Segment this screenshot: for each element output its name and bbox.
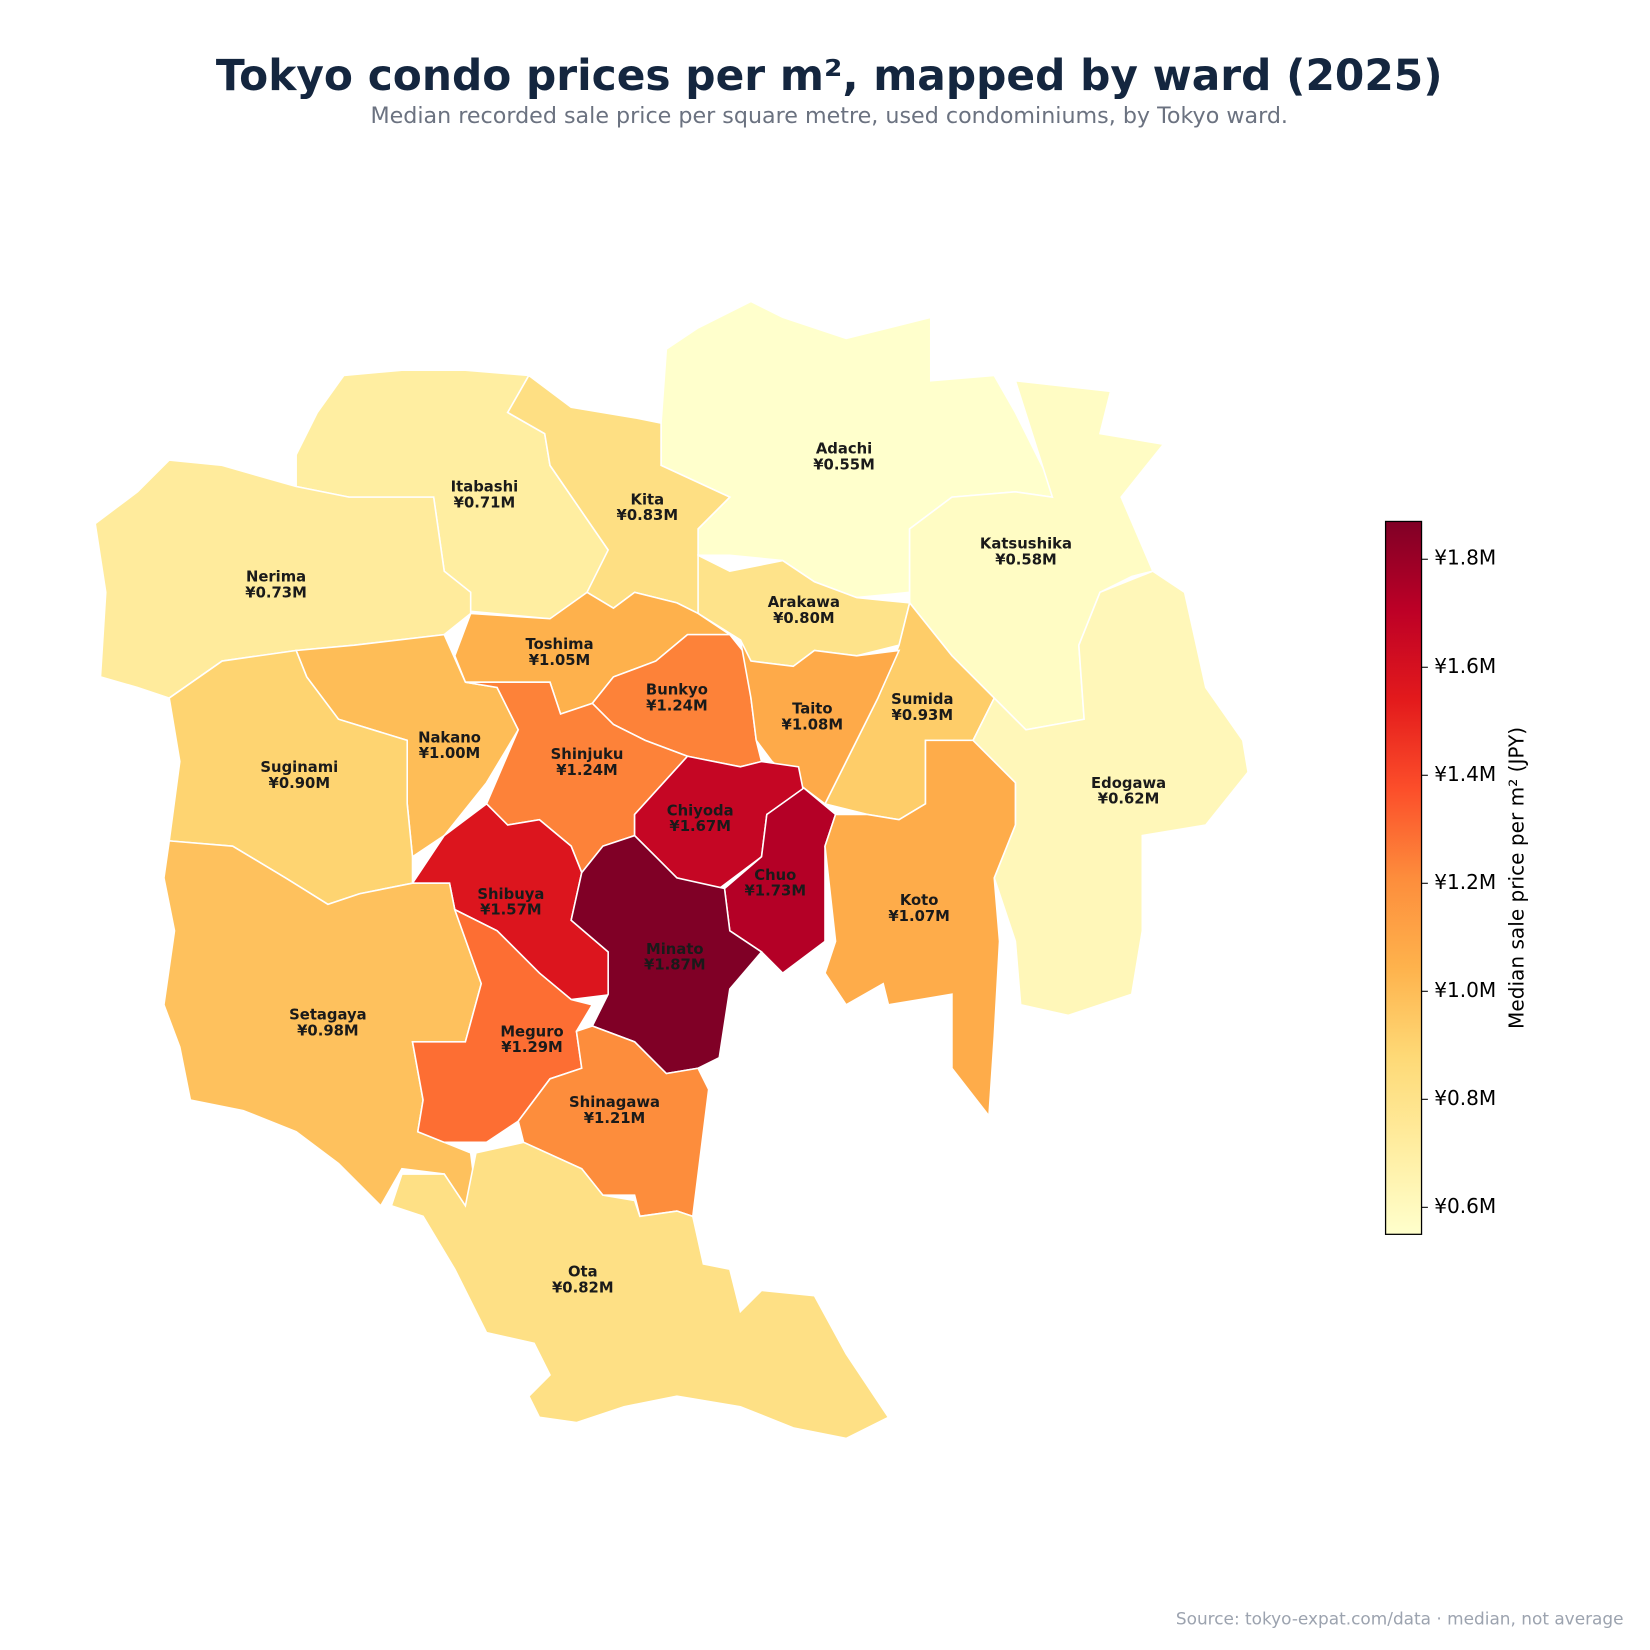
ward-name: Shibuya [477, 886, 544, 903]
ward-value-label: ¥0.58M [995, 552, 1057, 569]
ward-name: Kita [631, 491, 665, 508]
colorbar-label: Median sale price per m² (JPY) [1504, 727, 1528, 1029]
ward-value-label: ¥1.73M [745, 883, 807, 900]
ward-value-label: ¥0.90M [269, 775, 331, 792]
ward-value-label: ¥1.67M [669, 818, 731, 835]
colorbar-scale [1384, 520, 1423, 1235]
ward-value-label: ¥0.71M [454, 494, 516, 511]
ward-name: Koto [900, 892, 939, 909]
ward-value-label: ¥1.57M [480, 902, 542, 919]
ward-name: Itabashi [451, 479, 519, 496]
ward-value-label: ¥1.21M [584, 1110, 646, 1127]
colorbar-tick-label: ¥1.4M [1434, 762, 1496, 786]
ward-name: Suginami [260, 759, 338, 776]
colorbar: ¥0.6M ¥0.8M ¥1.0M ¥1.2M ¥1.4M ¥1.6M ¥1.8M Media… [1384, 520, 1528, 1235]
ward-name: Edogawa [1091, 775, 1166, 792]
ward-region [390, 1141, 890, 1440]
ward-value-label: ¥0.93M [892, 707, 954, 724]
ward-value-label: ¥1.24M [646, 698, 708, 715]
ward-name: Sumida [891, 691, 953, 708]
colorbar-tick-label: ¥1.2M [1434, 870, 1496, 894]
ward-value-label: ¥1.87M [644, 957, 706, 974]
ward-value-label: ¥0.82M [552, 1279, 614, 1296]
ward-name: Adachi [816, 441, 872, 458]
source-note: Source: tokyo-expat.com/data · median, n… [1176, 1608, 1624, 1628]
colorbar-tick-label: ¥0.8M [1434, 1086, 1496, 1110]
ward-name: Arakawa [768, 594, 840, 611]
ward-name: Shinagawa [569, 1094, 660, 1111]
colorbar-tick-label: ¥1.0M [1434, 978, 1496, 1002]
ward-region [570, 834, 763, 1075]
ward-value-label: ¥0.73M [245, 584, 307, 601]
ward-name: Bunkyo [646, 682, 708, 699]
ward-value-label: ¥1.24M [556, 762, 618, 779]
map: Adachi¥0.55MKatsushika¥0.58MItabashi¥0.7… [94, 300, 1249, 1440]
ward-value-label: ¥0.80M [773, 610, 835, 627]
colorbar-tick-label: ¥0.6M [1434, 1194, 1496, 1218]
ward-name: Taito [792, 701, 832, 718]
ward-name: Ota [568, 1263, 598, 1280]
ward-value-label: ¥0.62M [1098, 791, 1160, 808]
ward-region [163, 840, 483, 1208]
ward-name: Nerima [246, 569, 306, 586]
ward-value-label: ¥1.00M [419, 745, 481, 762]
chart-subtitle: Median recorded sale price per square me… [370, 103, 1288, 129]
ward-name: Toshima [525, 636, 593, 653]
chart-title: Tokyo condo prices per m², mapped by war… [216, 51, 1443, 100]
ward-region [739, 639, 901, 806]
ward-name: Katsushika [980, 536, 1072, 553]
ward-value-label: ¥0.98M [297, 1022, 359, 1039]
ward-region [972, 570, 1249, 1017]
ward-name: Minato [646, 941, 704, 958]
ward-value-label: ¥1.29M [501, 1039, 563, 1056]
colorbar-tick-label: ¥1.8M [1434, 546, 1496, 570]
ward-value-label: ¥1.08M [782, 717, 844, 734]
ward-value-label: ¥1.05M [529, 652, 591, 669]
ward-name: Meguro [500, 1023, 563, 1040]
ward-name: Setagaya [289, 1006, 367, 1023]
colorbar-tick-label: ¥1.6M [1434, 654, 1496, 678]
ward-region [824, 739, 1017, 1118]
ward-value-label: ¥1.07M [888, 908, 950, 925]
ward-value-label: ¥0.55M [813, 456, 875, 473]
ward-name: Shinjuku [551, 746, 624, 763]
ward-name: Nakano [418, 729, 481, 746]
ward-name: Chuo [754, 867, 796, 884]
ward-name: Chiyoda [667, 802, 734, 819]
ward-value-label: ¥0.83M [617, 507, 679, 524]
